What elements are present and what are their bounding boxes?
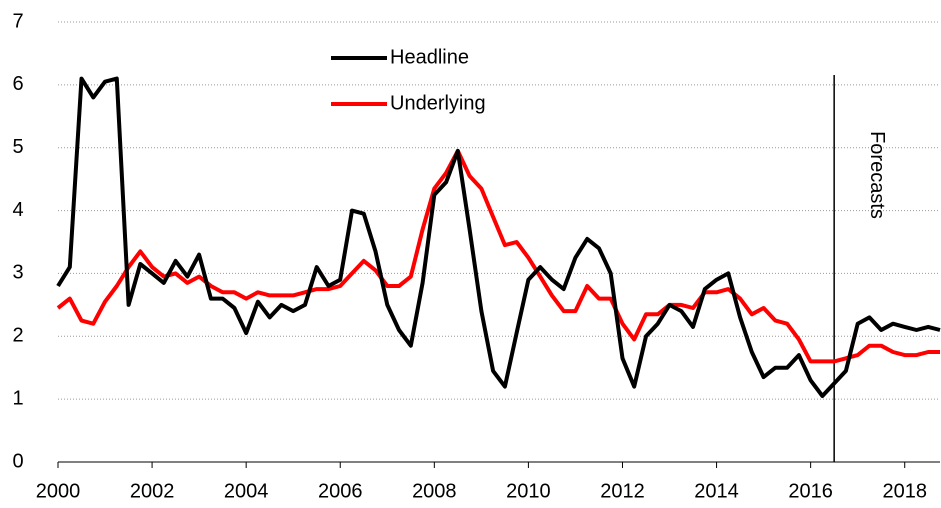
- y-tick-label: 7: [12, 10, 23, 32]
- y-tick-label: 2: [12, 325, 23, 347]
- y-tick-label: 3: [12, 262, 23, 284]
- legend-label: Underlying: [390, 92, 486, 114]
- x-tick-label: 2000: [36, 480, 81, 502]
- series-line: [56, 76, 941, 398]
- y-tick-label: 4: [12, 199, 23, 221]
- x-tick-label: 2006: [318, 480, 363, 502]
- x-tick-label: 2018: [882, 480, 927, 502]
- x-tick-label: 2012: [600, 480, 645, 502]
- x-tick-label: 2010: [506, 480, 551, 502]
- y-tick-label: 1: [12, 387, 23, 409]
- series-line: [56, 148, 940, 364]
- annotation: Forecasts: [866, 131, 888, 219]
- y-tick-label: 0: [12, 450, 23, 472]
- x-tick-label: 2004: [224, 480, 269, 502]
- x-tick-label: 2014: [694, 480, 739, 502]
- y-tick-label: 5: [12, 136, 23, 158]
- x-tick-label: 2002: [130, 480, 175, 502]
- legend-label: Headline: [390, 46, 469, 68]
- x-tick-label: 2016: [788, 480, 833, 502]
- x-tick-label: 2008: [412, 480, 457, 502]
- y-tick-label: 6: [12, 73, 23, 95]
